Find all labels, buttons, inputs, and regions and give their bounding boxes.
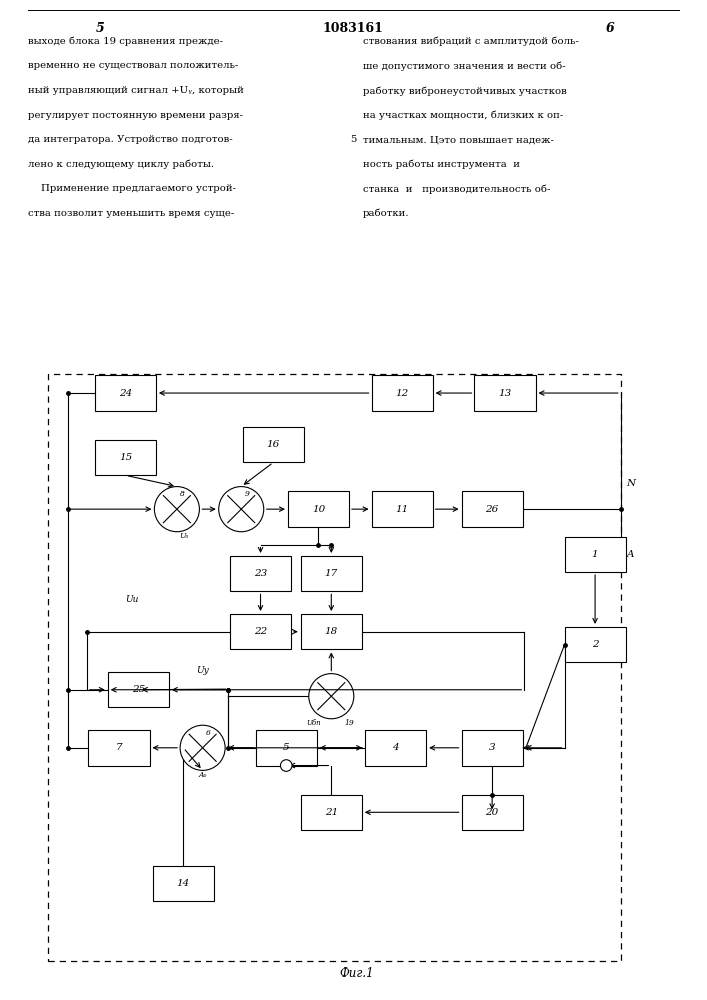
Text: выходе блока 19 сравнения прежде-: выходе блока 19 сравнения прежде-: [28, 37, 223, 46]
Bar: [462, 730, 522, 766]
Text: 25: 25: [132, 685, 145, 694]
Circle shape: [218, 487, 264, 532]
Text: 11: 11: [395, 505, 409, 514]
Bar: [107, 672, 169, 707]
Text: Aₒ: Aₒ: [199, 771, 207, 779]
Bar: [371, 375, 433, 411]
Text: 13: 13: [498, 389, 512, 398]
Bar: [230, 556, 291, 591]
Text: Uи: Uи: [125, 595, 139, 604]
Bar: [371, 491, 433, 527]
Text: ность работы инструмента  и: ность работы инструмента и: [363, 159, 520, 169]
Text: ше допустимого значения и вести об-: ше допустимого значения и вести об-: [363, 62, 566, 71]
Text: работку вибронеустойчивых участков: работку вибронеустойчивых участков: [363, 86, 567, 96]
Text: 5: 5: [283, 743, 290, 752]
Text: 22: 22: [254, 627, 267, 636]
Text: 1: 1: [592, 550, 598, 559]
Text: 14: 14: [177, 879, 190, 888]
Text: Фиг.1: Фиг.1: [340, 967, 374, 980]
Text: 6: 6: [206, 729, 211, 737]
Text: ства позволит уменьшить время суще-: ства позволит уменьшить время суще-: [28, 209, 234, 218]
Text: Uбп: Uбп: [306, 719, 320, 727]
Text: Uₒ: Uₒ: [179, 532, 188, 540]
Bar: [300, 795, 362, 830]
Circle shape: [180, 725, 225, 770]
Bar: [230, 614, 291, 649]
Circle shape: [309, 674, 354, 719]
Text: 26: 26: [486, 505, 498, 514]
Text: 21: 21: [325, 808, 338, 817]
Text: ствования вибраций с амплитудой боль-: ствования вибраций с амплитудой боль-: [363, 37, 579, 46]
Text: временно не существовал положитель-: временно не существовал положитель-: [28, 62, 238, 70]
Text: ный управляющий сигнал +Uᵧ, который: ный управляющий сигнал +Uᵧ, который: [28, 86, 244, 95]
Text: 9: 9: [245, 490, 250, 498]
Bar: [365, 730, 426, 766]
Bar: [564, 627, 626, 662]
Text: 18: 18: [325, 627, 338, 636]
Bar: [288, 491, 349, 527]
Text: станка  и   производительность об-: станка и производительность об-: [363, 184, 550, 194]
Circle shape: [154, 487, 199, 532]
Bar: [474, 375, 536, 411]
Bar: [300, 556, 362, 591]
Text: 4: 4: [392, 743, 399, 752]
Text: 15: 15: [119, 453, 132, 462]
Text: 10: 10: [312, 505, 325, 514]
Text: 2: 2: [592, 640, 598, 649]
Text: 6: 6: [606, 22, 614, 35]
Text: 3: 3: [489, 743, 496, 752]
Text: тимальным. Цэто повышает надеж-: тимальным. Цэто повышает надеж-: [363, 135, 554, 144]
Text: 7: 7: [116, 743, 122, 752]
Text: 12: 12: [395, 389, 409, 398]
Text: Uу: Uу: [196, 666, 209, 675]
Bar: [95, 375, 156, 411]
Text: регулирует постоянную времени разря-: регулирует постоянную времени разря-: [28, 110, 243, 119]
Bar: [95, 440, 156, 475]
Text: 5: 5: [95, 22, 105, 35]
Bar: [153, 866, 214, 901]
Bar: [300, 614, 362, 649]
Bar: [243, 427, 304, 462]
Text: 24: 24: [119, 389, 132, 398]
Circle shape: [281, 760, 292, 771]
Text: работки.: работки.: [363, 209, 409, 218]
Bar: [88, 730, 150, 766]
Text: 17: 17: [325, 569, 338, 578]
Text: лено к следующему циклу работы.: лено к следующему циклу работы.: [28, 159, 214, 169]
Text: 1083161: 1083161: [322, 22, 383, 35]
Text: 5: 5: [350, 135, 356, 144]
Text: 19: 19: [344, 719, 354, 727]
Text: на участках мощности, близких к оп-: на участках мощности, близких к оп-: [363, 110, 563, 120]
Text: да интегратора. Устройство подготов-: да интегратора. Устройство подготов-: [28, 135, 233, 144]
Text: 16: 16: [267, 440, 280, 449]
Text: Применение предлагаемого устрой-: Применение предлагаемого устрой-: [28, 184, 236, 193]
Bar: [462, 491, 522, 527]
Text: A: A: [626, 550, 634, 559]
Bar: [564, 537, 626, 572]
Text: 23: 23: [254, 569, 267, 578]
Text: N: N: [626, 479, 635, 488]
Text: 20: 20: [486, 808, 498, 817]
Bar: [48, 374, 621, 961]
Bar: [256, 730, 317, 766]
Bar: [462, 795, 522, 830]
Text: 8: 8: [180, 490, 185, 498]
